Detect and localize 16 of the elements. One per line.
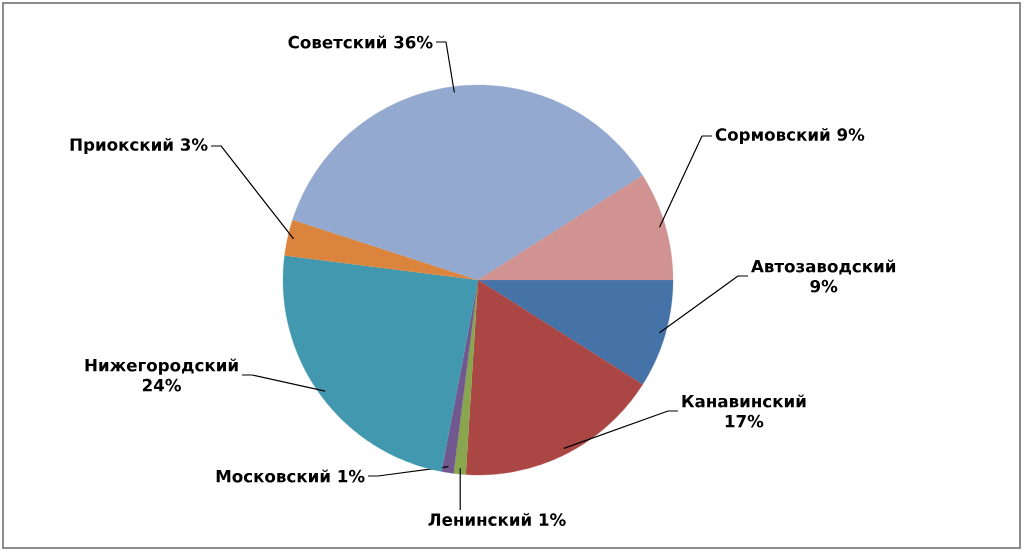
slice-label: Московский	[216, 469, 330, 483]
data-label: 1%	[539, 513, 566, 526]
slice-label: Канавинский	[682, 394, 806, 408]
slice-label: Приокский	[70, 137, 173, 155]
slice-label: Сормовский	[715, 127, 830, 145]
data-label: 3%	[180, 138, 208, 151]
slice-label: Нижегородский	[85, 358, 238, 375]
slice-label: Автозаводский	[751, 259, 896, 275]
data-label: 36%	[394, 35, 433, 49]
data-label: 17%	[725, 414, 764, 428]
slice-label: Советский	[288, 35, 387, 49]
data-label: 9%	[810, 279, 838, 293]
data-label: 9%	[837, 128, 865, 141]
data-label: 24%	[142, 378, 181, 392]
slice-label: Ленинский	[428, 512, 531, 526]
data-label: 1%	[338, 469, 365, 483]
